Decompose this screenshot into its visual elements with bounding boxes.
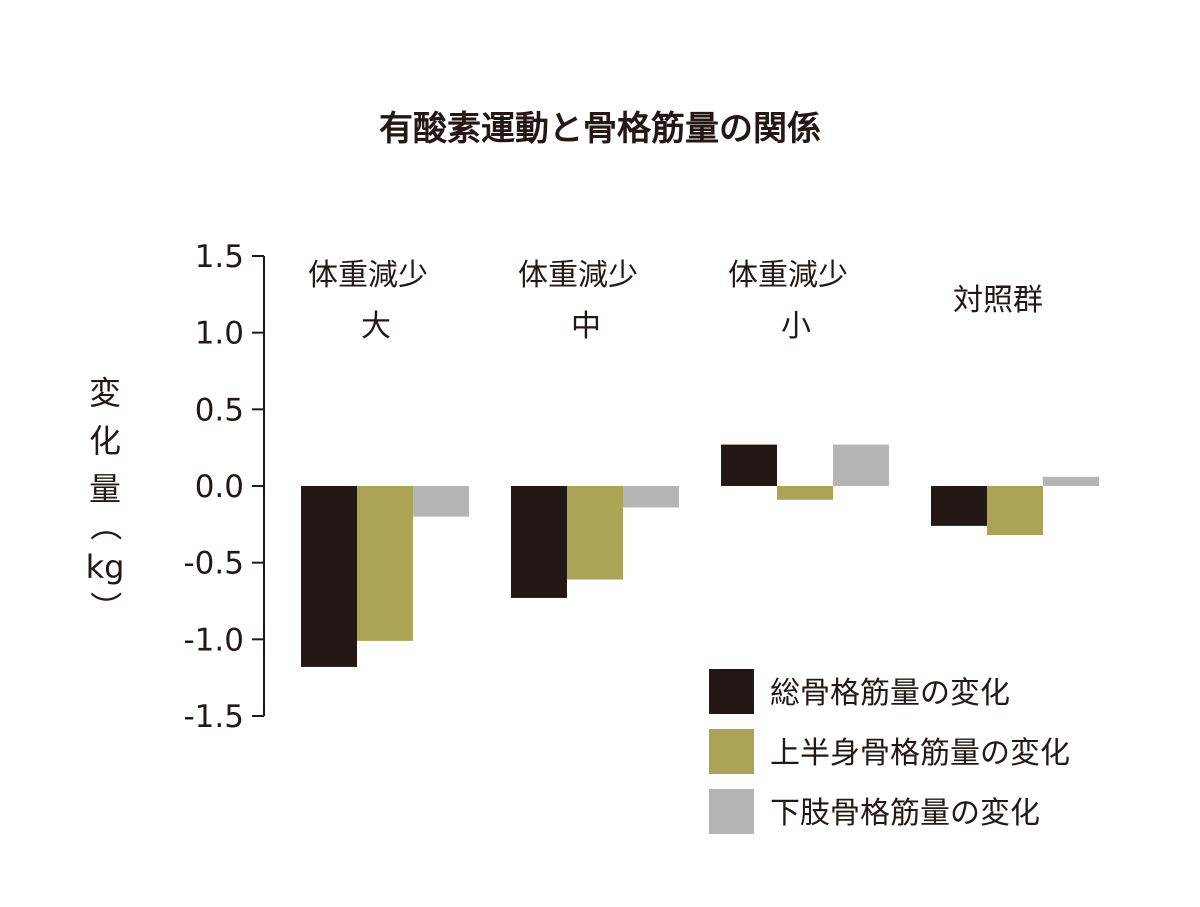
y-axis-label-char: 量 <box>89 470 121 508</box>
bar <box>623 486 679 508</box>
category-label: 大 <box>361 309 391 344</box>
legend-label: 上半身骨格筋量の変化 <box>770 736 1070 771</box>
y-tick-label: 0.0 <box>195 469 244 505</box>
legend-swatch <box>709 789 754 834</box>
bar <box>511 486 567 598</box>
category-label: 体重減少 <box>518 258 638 293</box>
y-axis-label-char: 変 <box>89 374 121 412</box>
category-label: 対照群 <box>953 283 1043 318</box>
category-label: 小 <box>781 309 811 344</box>
y-axis-label-char: ） <box>86 591 124 623</box>
bar <box>777 486 833 500</box>
bar <box>567 486 623 580</box>
legend-label: 下肢骨格筋量の変化 <box>770 796 1040 831</box>
category-label: 中 <box>571 309 601 344</box>
category-label: 体重減少 <box>308 258 428 293</box>
legend-swatch <box>709 669 754 714</box>
chart-title: 有酸素運動と骨格筋量の関係 <box>379 109 821 149</box>
y-tick-label: -1.0 <box>184 622 245 658</box>
bar <box>721 444 777 486</box>
y-tick-label: -1.5 <box>184 699 245 735</box>
bar <box>357 486 413 641</box>
y-tick-label: 1.5 <box>195 239 244 275</box>
legend-swatch <box>709 729 754 774</box>
category-label: 体重減少 <box>728 258 848 293</box>
bar <box>987 486 1043 536</box>
y-axis-label-char: （ <box>86 509 124 541</box>
y-axis-label: 変 化 量 （ kg ） <box>86 374 125 623</box>
bar <box>1043 476 1099 486</box>
y-axis: 1.5 1.0 0.5 0.0 -0.5 -1.0 -1.5 <box>184 239 265 735</box>
bar <box>931 486 987 526</box>
y-tick-label: 1.0 <box>195 316 244 352</box>
bar <box>301 486 357 667</box>
bar <box>413 486 469 517</box>
y-tick-label: 0.5 <box>195 392 244 428</box>
y-tick-label: -0.5 <box>184 546 245 582</box>
bars <box>301 444 1099 667</box>
bar <box>833 444 889 486</box>
legend-label: 総骨格筋量の変化 <box>770 676 1010 711</box>
y-axis-label-char: 化 <box>89 422 121 460</box>
y-axis-label-char: kg <box>86 548 125 586</box>
